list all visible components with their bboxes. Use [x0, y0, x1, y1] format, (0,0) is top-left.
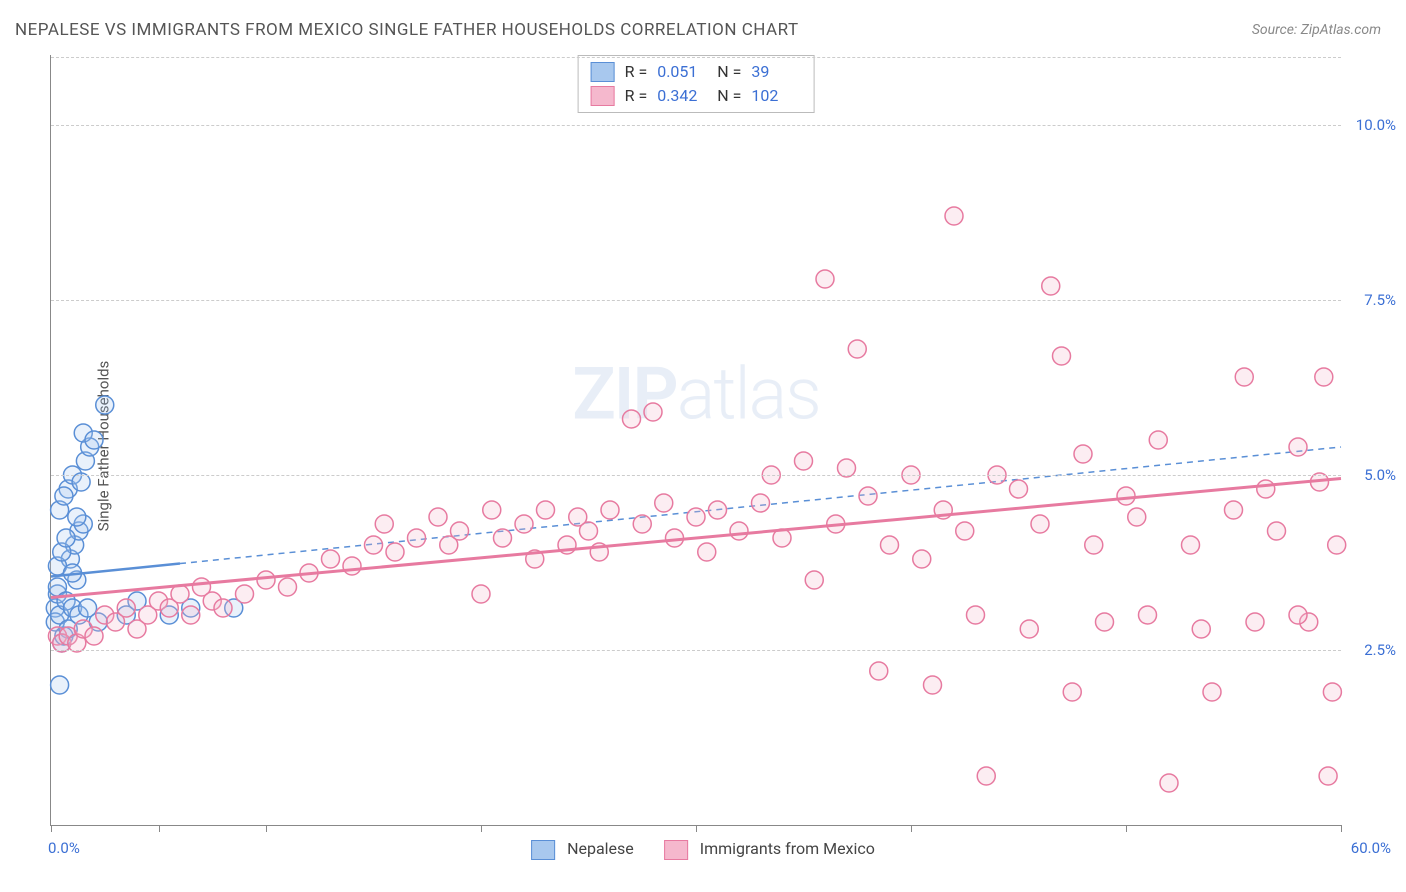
data-point	[698, 543, 716, 561]
chart-container: NEPALESE VS IMMIGRANTS FROM MEXICO SINGL…	[0, 0, 1406, 892]
chart-title: NEPALESE VS IMMIGRANTS FROM MEXICO SINGL…	[15, 20, 799, 40]
data-point	[709, 501, 727, 519]
data-point	[848, 340, 866, 358]
data-point	[795, 452, 813, 470]
data-point	[730, 522, 748, 540]
data-point	[85, 431, 103, 449]
data-point	[182, 606, 200, 624]
data-point	[1128, 508, 1146, 526]
data-point	[1117, 487, 1135, 505]
y-tick-label: 5.0%	[1364, 466, 1396, 484]
data-point	[408, 529, 426, 547]
data-point	[924, 676, 942, 694]
data-point	[279, 578, 297, 596]
data-point	[859, 487, 877, 505]
data-point	[214, 599, 232, 617]
x-axis-max-label: 60.0%	[1351, 839, 1391, 857]
data-point	[494, 529, 512, 547]
data-point	[967, 606, 985, 624]
data-point	[1074, 445, 1092, 463]
data-point	[1268, 522, 1286, 540]
data-point	[881, 536, 899, 554]
data-point	[1257, 480, 1275, 498]
data-point	[171, 585, 189, 603]
y-tick-label: 10.0%	[1356, 116, 1396, 134]
y-tick-label: 2.5%	[1364, 641, 1396, 659]
data-point	[483, 501, 501, 519]
data-point	[343, 557, 361, 575]
data-point	[472, 585, 490, 603]
data-point	[85, 627, 103, 645]
data-point	[1225, 501, 1243, 519]
data-point	[1053, 347, 1071, 365]
trend-line	[51, 479, 1341, 598]
data-point	[1246, 613, 1264, 631]
source-label: Source: ZipAtlas.com	[1252, 22, 1381, 38]
data-point	[805, 571, 823, 589]
data-point	[580, 522, 598, 540]
data-point	[1085, 536, 1103, 554]
data-point	[1096, 613, 1114, 631]
plot-area: ZIPatlas R = 0.051 N = 39 R = 0.342 N = …	[50, 55, 1341, 826]
data-point	[601, 501, 619, 519]
data-point	[55, 487, 73, 505]
data-point	[1020, 620, 1038, 638]
data-point	[51, 676, 69, 694]
data-point	[644, 403, 662, 421]
data-point	[1289, 438, 1307, 456]
bottom-legend: Nepalese Immigrants from Mexico	[531, 839, 875, 860]
data-point	[816, 270, 834, 288]
data-point	[386, 543, 404, 561]
data-point	[515, 515, 533, 533]
data-point	[365, 536, 383, 554]
data-point	[257, 571, 275, 589]
data-point	[1235, 368, 1253, 386]
data-point	[451, 522, 469, 540]
data-point	[1160, 774, 1178, 792]
data-point	[429, 508, 447, 526]
data-point	[1289, 606, 1307, 624]
data-point	[1319, 767, 1337, 785]
data-point	[96, 396, 114, 414]
data-point	[236, 585, 254, 603]
legend-swatch-2	[664, 840, 688, 860]
data-point	[1031, 515, 1049, 533]
data-point	[687, 508, 705, 526]
data-point	[1323, 683, 1341, 701]
data-point	[1010, 480, 1028, 498]
x-axis-min-label: 0.0%	[48, 839, 80, 857]
data-point	[1203, 683, 1221, 701]
data-point	[977, 767, 995, 785]
legend-item-2: Immigrants from Mexico	[664, 839, 875, 860]
data-point	[1149, 431, 1167, 449]
data-point	[375, 515, 393, 533]
data-point	[1042, 277, 1060, 295]
data-point	[68, 508, 86, 526]
data-point	[752, 494, 770, 512]
data-point	[945, 207, 963, 225]
data-point	[1315, 368, 1333, 386]
legend-swatch-1	[531, 840, 555, 860]
data-point	[633, 515, 651, 533]
data-point	[1182, 536, 1200, 554]
data-point	[913, 550, 931, 568]
data-point	[57, 529, 75, 547]
data-point	[956, 522, 974, 540]
legend-item-1: Nepalese	[531, 839, 634, 860]
data-point	[537, 501, 555, 519]
data-point	[322, 550, 340, 568]
data-point	[1139, 606, 1157, 624]
chart-svg	[51, 55, 1341, 825]
data-point	[870, 662, 888, 680]
data-point	[1063, 683, 1081, 701]
y-tick-label: 7.5%	[1364, 291, 1396, 309]
data-point	[1328, 536, 1346, 554]
data-point	[623, 410, 641, 428]
data-point	[117, 599, 135, 617]
data-point	[655, 494, 673, 512]
data-point	[1192, 620, 1210, 638]
